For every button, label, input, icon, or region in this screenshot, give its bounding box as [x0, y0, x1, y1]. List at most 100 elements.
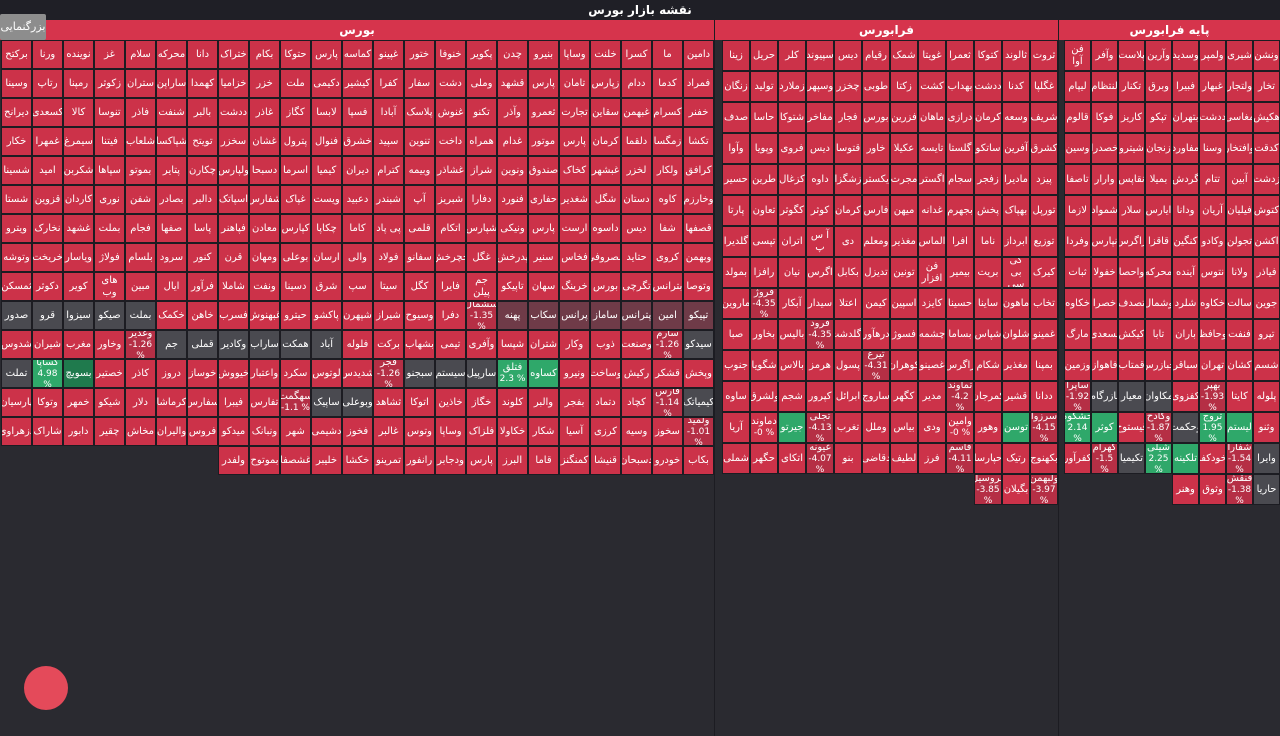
stock-tile[interactable]: فیلیان [1226, 195, 1253, 226]
stock-tile[interactable]: وبیمه [404, 156, 435, 185]
stock-tile[interactable]: فلوله [342, 330, 373, 359]
stock-tile[interactable]: تعاون [750, 195, 778, 226]
stock-tile[interactable]: سلار [1118, 195, 1145, 226]
stock-tile[interactable]: سرزوا -4.15 % [1030, 412, 1058, 443]
stock-tile[interactable]: تخاب [1030, 288, 1058, 319]
stock-tile[interactable]: جم پیلن [466, 272, 497, 301]
stock-tile[interactable]: سپید [373, 127, 404, 156]
stock-tile[interactable]: شسم [1253, 350, 1280, 381]
stock-tile[interactable]: قشهد [497, 69, 528, 98]
stock-tile[interactable]: مارگ [1064, 319, 1091, 350]
stock-tile[interactable]: داخت [435, 127, 466, 156]
stock-tile[interactable]: فجار [834, 102, 862, 133]
stock-tile[interactable]: فیبرا [218, 388, 249, 417]
stock-tile[interactable]: ثشاهد [373, 388, 404, 417]
stock-tile[interactable]: قملی [187, 330, 218, 359]
stock-tile[interactable]: سیتا [373, 272, 404, 301]
stock-tile[interactable]: اتکای [778, 443, 806, 474]
stock-tile[interactable]: نوینده [63, 40, 94, 69]
stock-tile[interactable]: زمگسا [652, 127, 683, 156]
stock-tile[interactable]: صیکو [94, 301, 125, 330]
stock-tile[interactable]: نوری [94, 185, 125, 214]
stock-tile[interactable]: لیپام [1064, 71, 1091, 102]
stock-tile[interactable]: ساراب [249, 330, 280, 359]
stock-tile[interactable]: مفاورد [1172, 133, 1199, 164]
stock-tile[interactable]: رافزا [750, 257, 778, 288]
stock-tile[interactable]: پلاست [1118, 40, 1145, 71]
stock-tile[interactable]: موتور [528, 127, 559, 156]
stock-tile[interactable]: فاذر [125, 98, 156, 127]
stock-tile[interactable]: تلکینه [1172, 443, 1199, 474]
stock-tile[interactable]: اگستر [918, 164, 946, 195]
stock-tile[interactable]: وتوصا [683, 272, 714, 301]
stock-tile[interactable]: مغاسی [1226, 102, 1253, 133]
stock-tile[interactable]: تگرچی [621, 272, 652, 301]
stock-tile[interactable]: دیس [621, 214, 652, 243]
stock-tile[interactable]: کفزوی [1172, 381, 1199, 412]
stock-tile[interactable]: فمراد [683, 69, 714, 98]
stock-tile[interactable]: کخاک [559, 156, 590, 185]
stock-tile[interactable]: کاما [342, 214, 373, 243]
stock-tile[interactable]: سقاین [590, 98, 621, 127]
stock-tile[interactable]: سیدکو [683, 330, 714, 359]
stock-tile[interactable]: دانا [187, 40, 218, 69]
stock-tile[interactable]: وسین [1064, 133, 1091, 164]
stock-tile[interactable]: ولانا [1226, 257, 1253, 288]
stock-tile[interactable]: حپارسا [974, 443, 1002, 474]
stock-tile[interactable]: تولید [750, 71, 778, 102]
stock-tile[interactable]: غدانه [918, 195, 946, 226]
stock-tile[interactable]: بخاور [750, 319, 778, 350]
stock-tile[interactable]: هکیش [1253, 102, 1280, 133]
stock-tile[interactable]: فارس [862, 195, 890, 226]
stock-tile[interactable]: آبادا [373, 98, 404, 127]
stock-tile[interactable]: بکابل [834, 257, 862, 288]
stock-tile[interactable]: ایارس [1145, 195, 1172, 226]
stock-tile[interactable]: وشمال [1145, 288, 1172, 319]
stock-tile[interactable]: فزرین [890, 102, 918, 133]
stock-tile[interactable]: آریان [1199, 195, 1226, 226]
stock-tile[interactable]: ساتکو [974, 133, 1002, 164]
stock-tile[interactable]: وکادو [1199, 226, 1226, 257]
stock-tile[interactable]: معادن [249, 214, 280, 243]
stock-tile[interactable]: صفها [156, 214, 187, 243]
stock-tile[interactable]: بکاب [683, 446, 714, 475]
stock-tile[interactable]: ویاسار [63, 243, 94, 272]
stock-tile[interactable]: وبرق [1145, 71, 1172, 102]
stock-tile[interactable]: وآرین [1145, 40, 1172, 71]
stock-tile[interactable]: اسپین [890, 288, 918, 319]
stock-tile[interactable]: وامین -0 % [946, 412, 974, 443]
stock-tile[interactable]: پلوله [1253, 381, 1280, 412]
stock-tile[interactable]: چشمه [918, 319, 946, 350]
stock-tile[interactable]: سفانو [404, 243, 435, 272]
stock-tile[interactable]: تکیمیا [1118, 443, 1145, 474]
stock-tile[interactable]: افرا [946, 226, 974, 257]
stock-tile[interactable]: اسرما [280, 156, 311, 185]
stock-tile[interactable]: فنوال [311, 127, 342, 156]
stock-tile[interactable]: دلقما [621, 127, 652, 156]
stock-tile[interactable]: بمیلا [1145, 164, 1172, 195]
stock-tile[interactable]: دستان [621, 185, 652, 214]
stock-tile[interactable]: خاذین [435, 388, 466, 417]
stock-tile[interactable]: پترول [280, 127, 311, 156]
stock-tile[interactable]: ویست [311, 185, 342, 214]
stock-tile[interactable]: تهران [1199, 350, 1226, 381]
stock-tile[interactable]: عکیلا [890, 133, 918, 164]
stock-tile[interactable]: قرن [218, 243, 249, 272]
stock-tile[interactable]: وملی [466, 69, 497, 98]
stock-tile[interactable]: وثنو [1253, 412, 1280, 443]
stock-tile[interactable]: داسوه [590, 214, 621, 243]
stock-tile[interactable]: آریا [722, 412, 750, 443]
stock-tile[interactable]: غشهد [63, 214, 94, 243]
stock-tile[interactable]: خصرا [1091, 288, 1118, 319]
stock-tile[interactable]: غگل [466, 243, 497, 272]
stock-tile[interactable]: صندوق [528, 156, 559, 185]
stock-tile[interactable]: والی [342, 243, 373, 272]
stock-tile[interactable]: کمرجان [974, 381, 1002, 412]
stock-tile[interactable]: خکاوه [1064, 288, 1091, 319]
stock-tile[interactable]: بگیلان [1002, 474, 1030, 505]
stock-tile[interactable]: ختراک [218, 40, 249, 69]
stock-tile[interactable]: ونوین [497, 156, 528, 185]
stock-tile[interactable]: پدرخش [497, 243, 528, 272]
stock-tile[interactable]: سجام [946, 164, 974, 195]
stock-tile[interactable]: تیمی [435, 330, 466, 359]
